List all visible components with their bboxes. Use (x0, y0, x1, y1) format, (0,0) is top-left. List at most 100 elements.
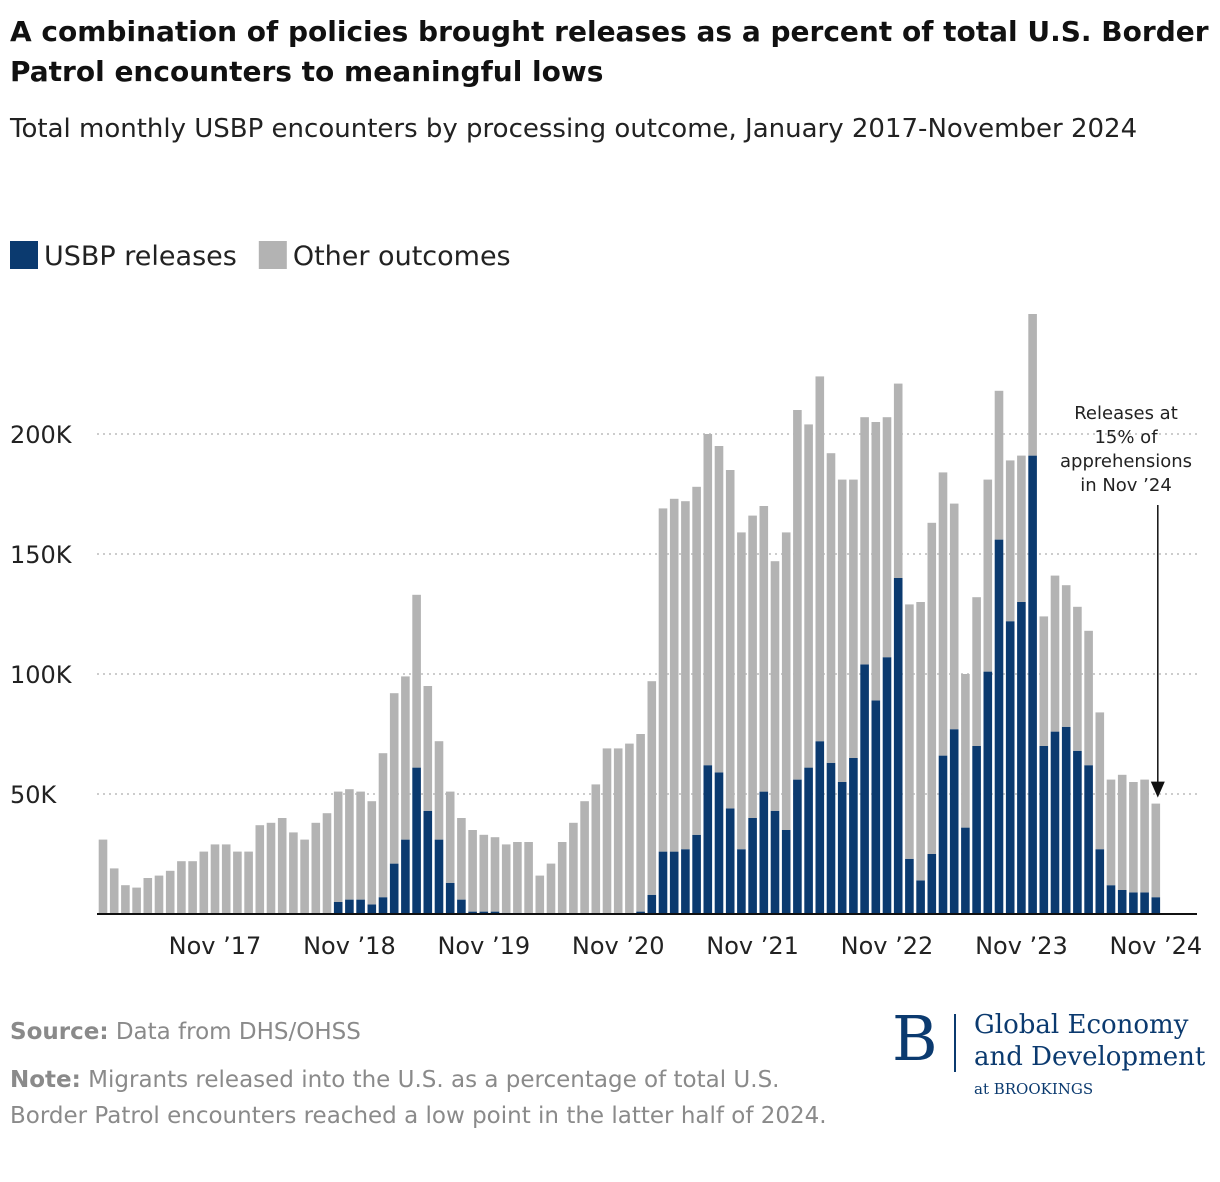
legend-swatch (10, 241, 38, 269)
bar-segment (837, 479, 847, 782)
bar-segment (389, 693, 399, 864)
annotation-arrowhead (1150, 781, 1165, 798)
bar-segment (748, 818, 757, 914)
bar-segment (1106, 779, 1116, 886)
bar-segment (647, 894, 657, 914)
bar-segment (1073, 606, 1082, 751)
bar-segment (378, 897, 388, 914)
bar-segment (1061, 585, 1071, 727)
bar-segment (871, 700, 881, 914)
annotation: apprehensions (1060, 451, 1192, 472)
bar-segment (1095, 849, 1105, 914)
bar-segment (961, 827, 970, 914)
bar-segment (759, 506, 769, 792)
bar-segment (1129, 782, 1138, 893)
logo-line: Global Economy (974, 1010, 1189, 1040)
bar-segment (860, 417, 869, 665)
bar-segment (1084, 630, 1093, 766)
x-tick-label: Nov ’22 (841, 932, 934, 960)
bar-segment (815, 741, 825, 914)
bar-segment (770, 810, 780, 914)
bar-segment (199, 851, 209, 914)
bar-segment (389, 863, 399, 914)
bar-segment (871, 422, 881, 701)
x-tick-label: Nov ’17 (169, 932, 262, 960)
x-tick-label: Nov ’18 (303, 932, 396, 960)
bar-segment (423, 686, 433, 811)
bar-segment (255, 825, 265, 914)
bar-segment (221, 844, 231, 914)
source-text: Data from DHS/OHSS (115, 1019, 361, 1045)
logo: B Global Economy and Development at BROO… (892, 1004, 1212, 1108)
bar-segment (311, 822, 321, 914)
bar-segment (949, 729, 959, 914)
bar-segment (345, 899, 354, 914)
bar-segment (1117, 890, 1127, 914)
bar-segment (591, 784, 601, 914)
bar-segment (1028, 455, 1037, 914)
bar-segment (356, 899, 365, 914)
bar-segment (535, 875, 545, 914)
bar-segment (165, 870, 175, 914)
bar-segment (602, 748, 612, 914)
x-tick-label: Nov ’21 (706, 932, 799, 960)
bar-segment (714, 446, 724, 773)
annotation: Releases at (1074, 403, 1178, 424)
bar-segment (849, 758, 858, 914)
bar-segment (1073, 750, 1082, 914)
bar-segment (1151, 803, 1161, 898)
bar-segment (961, 674, 970, 828)
bar-segment (412, 767, 421, 914)
bar-segment (804, 767, 813, 914)
bar-segment (983, 671, 993, 914)
bar-segment (893, 383, 903, 578)
bar-segment (1095, 712, 1105, 850)
bar-segment (681, 501, 690, 850)
bar-segment (1106, 885, 1116, 914)
bar-segment (849, 479, 858, 758)
bar-segment (692, 486, 701, 835)
bar-segment (490, 837, 500, 912)
bar-segment (378, 753, 388, 898)
bar-segment (457, 818, 466, 900)
bar-segment (669, 851, 679, 914)
note-text: Migrants released into the U.S. as a per… (10, 1067, 827, 1129)
x-tick-label: Nov ’19 (437, 932, 530, 960)
bar-segment (289, 832, 298, 914)
chart-subtitle: Total monthly USBP encounters by process… (10, 114, 1138, 144)
bar-segment (636, 911, 645, 914)
bar-segment (479, 911, 489, 914)
bar-segment (938, 755, 948, 914)
bar-segment (737, 532, 746, 850)
bar-segment (826, 762, 836, 914)
legend-label: Other outcomes (293, 241, 511, 272)
bar-segment (121, 885, 130, 914)
bar-segment (737, 849, 746, 914)
bar-segment (356, 791, 365, 900)
bar-segment (725, 808, 735, 914)
bar-segment (367, 904, 377, 914)
bar-segment (770, 561, 780, 811)
bar-segment (445, 882, 455, 914)
bar-segment (1039, 746, 1049, 914)
bar-segment (692, 834, 701, 914)
bar-segment (132, 887, 141, 914)
y-tick-label: 100K (10, 661, 73, 689)
bar-segment (233, 851, 242, 914)
y-tick-label: 50K (10, 781, 58, 809)
bar-segment (333, 902, 343, 914)
bar-segment (445, 791, 455, 883)
legend-label: USBP releases (44, 241, 237, 272)
bar-segment (580, 801, 589, 914)
bar-segment (983, 479, 993, 672)
bar-segment (98, 839, 108, 914)
bar-segment (266, 822, 276, 914)
bar-segment (1017, 455, 1026, 602)
bar-segment (636, 734, 645, 912)
bar-segment (759, 791, 769, 914)
bar-segment (916, 602, 925, 881)
bar-segment (837, 782, 847, 914)
bar-segment (1140, 779, 1149, 893)
bar-segment (367, 801, 377, 905)
